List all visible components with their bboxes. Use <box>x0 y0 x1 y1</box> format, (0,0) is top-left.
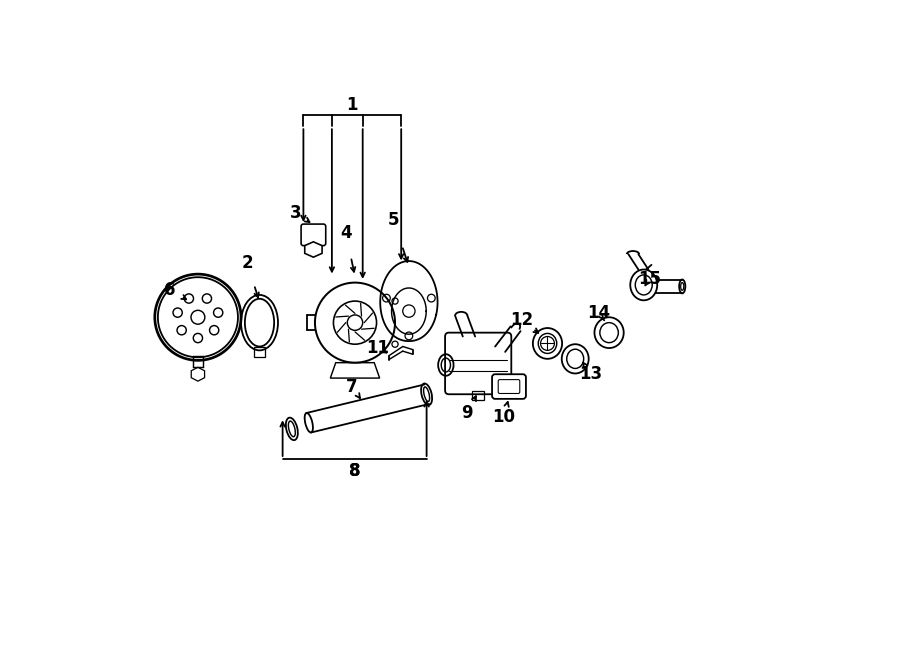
Text: 13: 13 <box>579 366 602 383</box>
Text: 3: 3 <box>290 204 302 221</box>
Text: 4: 4 <box>340 223 352 241</box>
FancyBboxPatch shape <box>492 374 526 399</box>
Text: 1: 1 <box>346 96 357 114</box>
Text: 14: 14 <box>587 303 610 322</box>
FancyBboxPatch shape <box>446 332 511 394</box>
Text: 12: 12 <box>509 311 533 329</box>
Text: 11: 11 <box>366 339 390 357</box>
Text: 6: 6 <box>165 280 176 299</box>
Polygon shape <box>380 261 437 341</box>
Text: 9: 9 <box>462 404 473 422</box>
Polygon shape <box>305 242 322 257</box>
FancyBboxPatch shape <box>302 224 326 246</box>
Text: 2: 2 <box>241 254 253 272</box>
Ellipse shape <box>630 270 657 300</box>
Text: 5: 5 <box>388 212 400 229</box>
Text: 8: 8 <box>349 462 361 481</box>
Text: 10: 10 <box>492 408 515 426</box>
Text: 8: 8 <box>349 462 361 481</box>
Text: 7: 7 <box>346 377 357 395</box>
Text: 15: 15 <box>638 270 662 288</box>
